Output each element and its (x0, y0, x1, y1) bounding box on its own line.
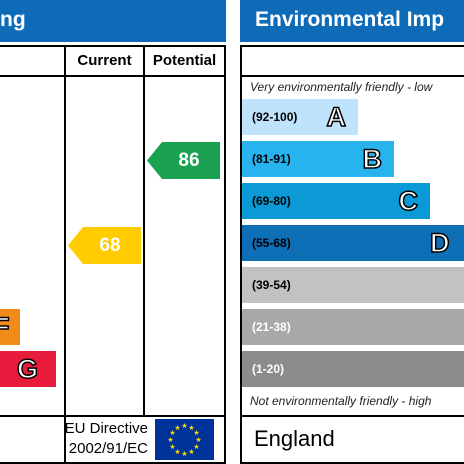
svg-text:★: ★ (169, 443, 175, 451)
column-divider (143, 45, 145, 417)
environmental-impact-panel: Environmental Imp Very environmentally f… (240, 0, 464, 464)
eu-directive-line1: EU Directive (64, 420, 148, 437)
row-divider (240, 415, 464, 417)
column-divider (64, 45, 66, 464)
energy-efficiency-panel: ng Current Potential F G 68 86 EU Direct… (0, 0, 226, 464)
current-column-header: Current (77, 52, 132, 69)
energy-band-g: G (0, 351, 56, 387)
env-band-f-range: (21-38) (252, 320, 291, 334)
svg-text:★: ★ (193, 429, 199, 437)
row-divider (240, 75, 464, 77)
env-band-f: (21-38) (242, 309, 464, 345)
eu-directive-text: EU Directive 2002/91/EC (40, 419, 148, 459)
env-band-d-range: (55-68) (252, 236, 291, 250)
env-band-b: (81-91) B (242, 141, 394, 177)
env-band-a-range: (92-100) (252, 110, 298, 124)
energy-rating-title: ng (0, 8, 26, 31)
env-band-d: (55-68) D (242, 225, 464, 261)
energy-band-g-letter: G (16, 353, 39, 385)
environmental-header: Environmental Imp (240, 0, 464, 42)
energy-rating-header: ng (0, 0, 226, 42)
potential-rating-value: 86 (178, 150, 200, 171)
env-band-b-letter: B (362, 143, 383, 175)
energy-band-f-letter: F (0, 311, 10, 343)
eu-directive-line2: 2002/91/EC (68, 440, 148, 457)
svg-text:★: ★ (181, 450, 187, 458)
eu-flag-icon: ★ ★ ★ ★ ★ ★ ★ ★ ★ ★ ★ ★ (155, 419, 214, 460)
current-rating-arrow: 68 (68, 227, 141, 264)
environmental-title: Environmental Imp (255, 8, 445, 31)
potential-rating-arrow: 86 (147, 142, 220, 179)
current-rating-value: 68 (99, 235, 121, 256)
env-band-b-range: (81-91) (252, 152, 291, 166)
country-label: England (254, 426, 335, 451)
env-band-c-range: (69-80) (252, 194, 291, 208)
environmental-frame (240, 45, 464, 464)
potential-arrow-shape (147, 142, 220, 179)
svg-text:★: ★ (188, 424, 194, 432)
energy-band-f: F (0, 309, 20, 345)
svg-text:★: ★ (195, 436, 201, 444)
row-divider (0, 75, 226, 77)
bottom-note: Not environmentally friendly - high (250, 394, 432, 408)
svg-text:★: ★ (167, 436, 173, 444)
env-band-c-letter: C (398, 185, 419, 217)
current-arrow-shape (68, 227, 141, 264)
env-band-e-range: (39-54) (252, 278, 291, 292)
top-note: Very environmentally friendly - low (250, 80, 433, 94)
svg-text:★: ★ (174, 424, 180, 432)
env-band-g-range: (1-20) (252, 362, 285, 376)
svg-text:★: ★ (174, 448, 180, 456)
env-band-e: (39-54) (242, 267, 464, 303)
eu-stars: ★ ★ ★ ★ ★ ★ ★ ★ ★ ★ ★ ★ (167, 422, 201, 458)
env-band-g: (1-20) (242, 351, 464, 387)
svg-text:★: ★ (169, 429, 175, 437)
env-band-c: (69-80) C (242, 183, 430, 219)
potential-column-header: Potential (152, 52, 217, 69)
svg-text:★: ★ (188, 448, 194, 456)
svg-text:★: ★ (193, 443, 199, 451)
svg-text:★: ★ (181, 422, 187, 430)
env-band-a: (92-100) A (242, 99, 358, 135)
energy-rating-frame (0, 45, 226, 464)
env-band-d-letter: D (429, 227, 450, 259)
env-band-a-letter: A (326, 101, 347, 133)
row-divider (0, 415, 226, 417)
